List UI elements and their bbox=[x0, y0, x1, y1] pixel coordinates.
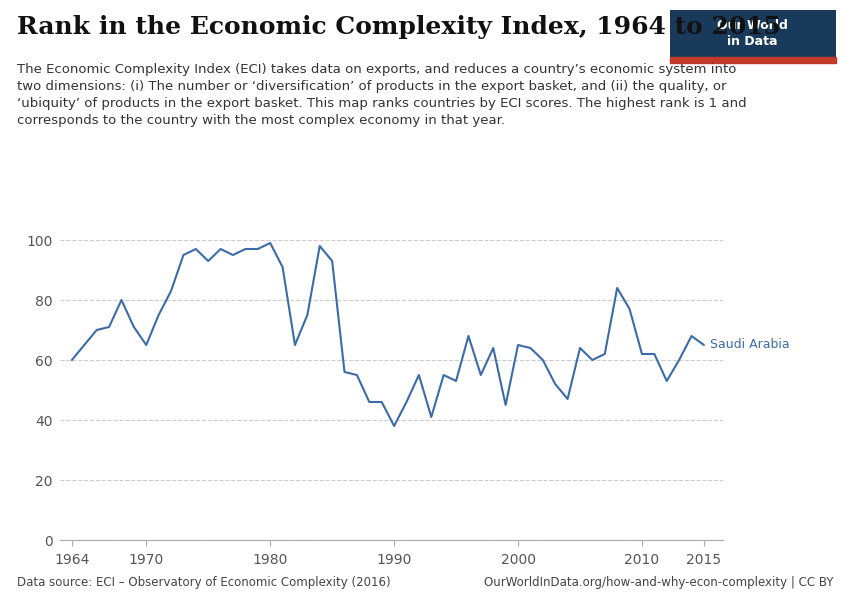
Text: Our World
in Data: Our World in Data bbox=[717, 19, 788, 49]
Text: Data source: ECI – Observatory of Economic Complexity (2016): Data source: ECI – Observatory of Econom… bbox=[17, 576, 391, 589]
Text: Rank in the Economic Complexity Index, 1964 to 2015: Rank in the Economic Complexity Index, 1… bbox=[17, 15, 781, 39]
Text: Saudi Arabia: Saudi Arabia bbox=[710, 338, 790, 352]
Text: OurWorldInData.org/how-and-why-econ-complexity | CC BY: OurWorldInData.org/how-and-why-econ-comp… bbox=[484, 576, 833, 589]
Bar bbox=[670, 56, 836, 63]
Text: The Economic Complexity Index (ECI) takes data on exports, and reduces a country: The Economic Complexity Index (ECI) take… bbox=[17, 63, 746, 127]
